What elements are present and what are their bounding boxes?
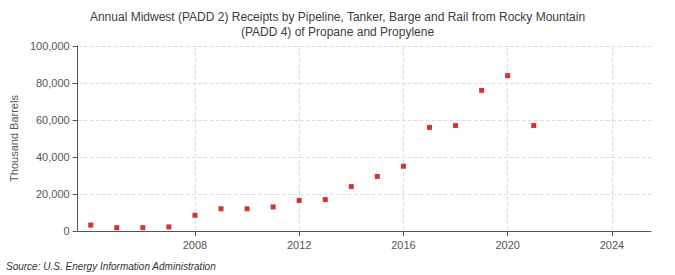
svg-text:20,000: 20,000 bbox=[36, 188, 70, 200]
svg-text:40,000: 40,000 bbox=[36, 151, 70, 163]
svg-text:80,000: 80,000 bbox=[36, 77, 70, 89]
svg-text:2008: 2008 bbox=[183, 239, 207, 251]
svg-text:2016: 2016 bbox=[391, 239, 415, 251]
svg-text:(PADD 4) of Propane and Propyl: (PADD 4) of Propane and Propylene bbox=[241, 25, 435, 39]
svg-text:60,000: 60,000 bbox=[36, 114, 70, 126]
svg-text:2020: 2020 bbox=[495, 239, 519, 251]
svg-text:0: 0 bbox=[64, 225, 70, 237]
svg-text:2012: 2012 bbox=[287, 239, 311, 251]
svg-text:Annual Midwest (PADD 2) Receip: Annual Midwest (PADD 2) Receipts by Pipe… bbox=[90, 10, 585, 24]
svg-text:Thousand Barrels: Thousand Barrels bbox=[8, 95, 20, 182]
svg-text:Source: U.S. Energy Informatio: Source: U.S. Energy Information Administ… bbox=[6, 261, 216, 272]
svg-text:100,000: 100,000 bbox=[30, 40, 70, 52]
svg-text:2024: 2024 bbox=[600, 239, 624, 251]
